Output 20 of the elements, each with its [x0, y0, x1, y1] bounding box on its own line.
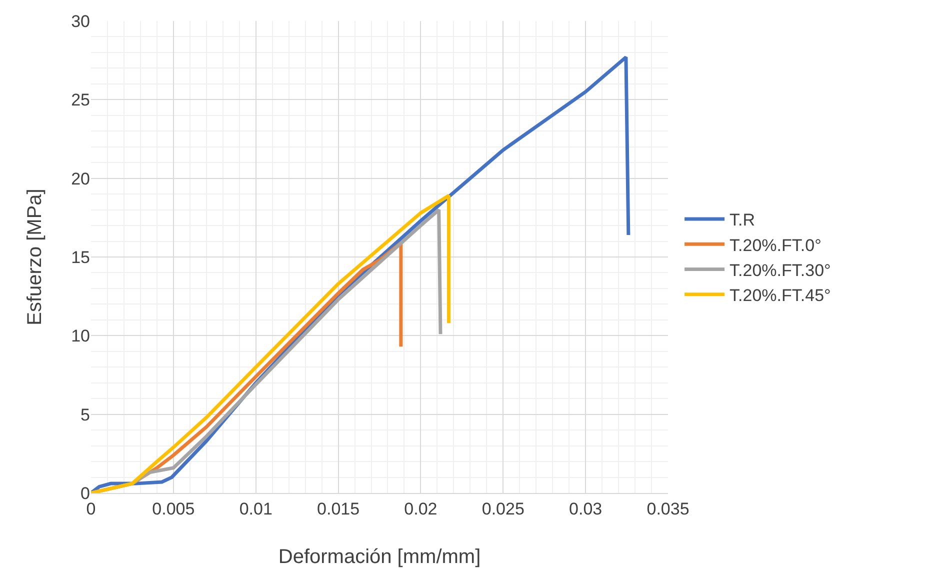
x-axis-title: Deformación [mm/mm] — [278, 546, 481, 568]
y-tick-label: 20 — [71, 169, 90, 188]
x-tick-label: 0.005 — [152, 499, 195, 518]
y-tick-label: 15 — [71, 248, 90, 267]
legend-label: T.20%.FT.30° — [730, 260, 831, 280]
y-tick-label: 0 — [80, 484, 90, 503]
x-tick-label: 0.015 — [317, 499, 360, 518]
y-tick-label: 25 — [71, 90, 90, 110]
x-tick-label: 0.035 — [646, 499, 690, 518]
legend-label: T.20%.FT.45° — [730, 286, 831, 305]
legend-label: T.20%.FT.0° — [730, 236, 822, 255]
x-tick-label: 0.01 — [239, 499, 272, 518]
y-tick-label: 5 — [80, 405, 90, 424]
x-tick-label: 0.02 — [404, 499, 438, 518]
x-tick-label: 0.025 — [482, 499, 524, 518]
x-tick-label: 0.03 — [569, 499, 602, 518]
y-axis-title: Esfuerzo [MPa] — [24, 188, 46, 326]
y-tick-label: 10 — [71, 326, 90, 346]
legend-label: T.R — [730, 210, 756, 230]
y-tick-label: 30 — [71, 12, 90, 31]
